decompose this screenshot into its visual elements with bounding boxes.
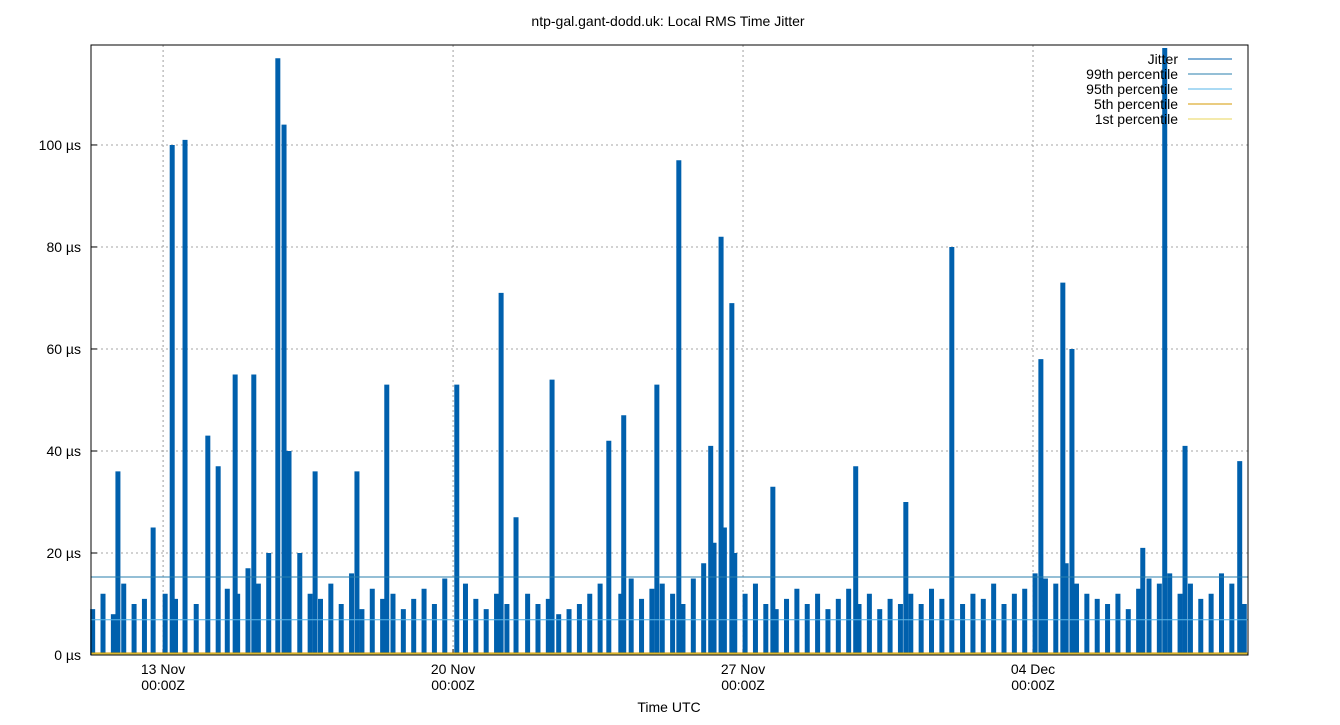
legend-label: 95th percentile — [1086, 81, 1178, 97]
x-tick-label: 13 Nov — [141, 661, 185, 677]
y-tick-label: 80 µs — [46, 239, 81, 255]
legend-label: 5th percentile — [1094, 96, 1178, 112]
y-tick-label: 60 µs — [46, 341, 81, 357]
x-axis-label: Time UTC — [637, 699, 700, 715]
legend-label: 99th percentile — [1086, 66, 1178, 82]
x-tick-label: 00:00Z — [431, 677, 475, 693]
chart-title: ntp-gal.gant-dodd.uk: Local RMS Time Jit… — [531, 13, 804, 29]
y-tick-label: 0 µs — [54, 647, 81, 663]
x-tick-label: 20 Nov — [431, 661, 475, 677]
y-tick-label: 100 µs — [39, 137, 81, 153]
legend-label: 1st percentile — [1095, 111, 1178, 127]
plot-frame — [90, 44, 1249, 656]
x-tick-label: 04 Dec — [1011, 661, 1055, 677]
legend-label: Jitter — [1148, 51, 1179, 67]
x-tick-label: 00:00Z — [721, 677, 765, 693]
y-tick-label: 40 µs — [46, 443, 81, 459]
x-tick-label: 00:00Z — [141, 677, 185, 693]
x-tick-label: 27 Nov — [721, 661, 765, 677]
x-tick-label: 00:00Z — [1011, 677, 1055, 693]
y-tick-label: 20 µs — [46, 545, 81, 561]
